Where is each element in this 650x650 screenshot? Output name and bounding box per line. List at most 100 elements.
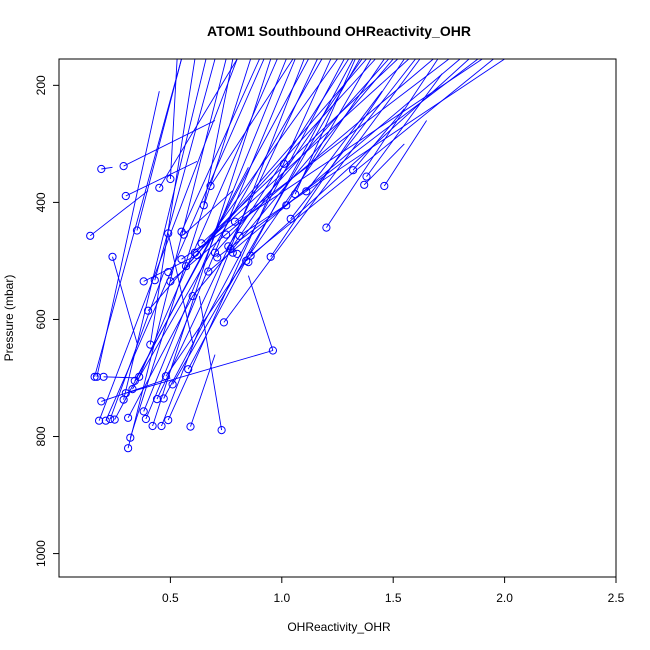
data-point (90, 372, 99, 381)
profile-line (123, 59, 207, 400)
data-point (139, 277, 148, 286)
data-point (286, 214, 295, 223)
data-point (242, 256, 251, 265)
profile-line (127, 295, 194, 419)
data-point (159, 394, 168, 403)
data-point (126, 433, 135, 442)
data-point (146, 340, 155, 349)
profile-line (98, 59, 238, 421)
data-point (193, 251, 202, 260)
data-point (148, 421, 157, 431)
data-point (197, 239, 206, 248)
profile-line (216, 59, 479, 258)
profile-line (223, 59, 421, 323)
data-point (139, 407, 148, 416)
data-point (268, 346, 277, 355)
data-point (177, 227, 186, 236)
data-point (97, 397, 106, 406)
data-point (99, 372, 108, 381)
profile-line (183, 190, 234, 235)
x-axis: 0.5 1.0 1.5 2.0 2.5 (162, 576, 625, 605)
profile-line (156, 59, 318, 400)
data-point (97, 164, 106, 174)
data-point (181, 262, 191, 271)
profile-line (250, 59, 494, 257)
data-point (121, 389, 130, 398)
data-point (135, 372, 144, 381)
data-point (150, 276, 159, 285)
data-point (210, 248, 220, 257)
data-point (204, 267, 213, 276)
data-point (282, 201, 291, 210)
profile-line (181, 59, 483, 260)
data-point (166, 174, 175, 184)
profile-line (167, 59, 332, 421)
profile-line (192, 59, 394, 297)
y-tick-label: 200 (34, 75, 48, 95)
profile-line (366, 73, 443, 177)
profile-line (136, 59, 182, 231)
profile-line (196, 59, 338, 256)
x-axis-label: OHReactivity_OHR (287, 620, 391, 634)
data-point (302, 187, 311, 196)
profile-line (208, 59, 461, 272)
data-point (164, 229, 173, 238)
x-tick-label: 1.5 (385, 591, 402, 605)
data-point (246, 251, 255, 260)
chart-title: ATOM1 Southbound OHReactivity_OHR (207, 23, 471, 39)
data-point (128, 385, 137, 394)
profile-line (112, 256, 138, 344)
profile-line (161, 59, 305, 427)
profile-line (210, 59, 294, 187)
data-point (228, 248, 237, 257)
data-point (86, 231, 95, 240)
profile-line (201, 59, 399, 244)
data-point (199, 201, 208, 210)
data-point (224, 242, 233, 251)
profile-line (203, 59, 234, 206)
data-point (157, 421, 166, 431)
data-point (164, 416, 173, 425)
y-tick-label: 1000 (34, 540, 48, 567)
y-axis: 200 400 600 800 1000 (34, 75, 60, 567)
profile-line (125, 350, 274, 394)
data-point (119, 162, 128, 171)
profile-line (290, 59, 416, 220)
profile-line (352, 108, 405, 171)
data-point (322, 223, 331, 232)
data-point (106, 414, 115, 424)
data-point (213, 253, 222, 262)
data-point (217, 426, 226, 435)
profile-line (294, 59, 356, 195)
profile-line (138, 59, 278, 377)
data-point (124, 444, 133, 453)
profile-line (149, 59, 196, 345)
y-tick-label: 800 (34, 426, 48, 446)
profile-line (383, 120, 427, 187)
profile-line (101, 166, 113, 170)
series-layer (86, 59, 505, 453)
x-tick-label: 0.5 (162, 591, 179, 605)
data-point (206, 181, 215, 191)
data-point (141, 414, 150, 424)
data-point (279, 159, 289, 168)
y-tick-label: 600 (34, 309, 48, 329)
data-point (177, 255, 186, 264)
profile-line (214, 59, 390, 254)
data-point (110, 415, 119, 424)
profile-line (154, 59, 216, 281)
data-point (188, 292, 197, 301)
data-point (222, 230, 231, 239)
profile-line (96, 91, 160, 377)
profile-line (143, 59, 287, 412)
profile-line (198, 296, 223, 431)
profile-line (234, 59, 450, 223)
x-tick-label: 2.0 (496, 591, 513, 605)
data-point (168, 380, 177, 389)
data-point (235, 231, 244, 240)
profile-line (105, 59, 265, 421)
profile-line (230, 59, 363, 250)
data-point (233, 249, 242, 258)
